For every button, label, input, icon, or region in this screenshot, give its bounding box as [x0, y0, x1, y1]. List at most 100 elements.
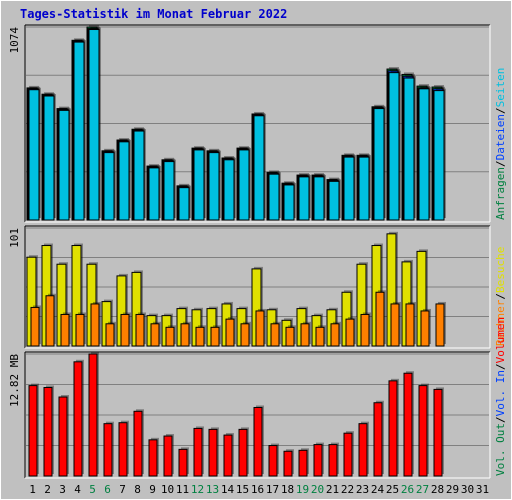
panel-middle-ymax-label: 101: [8, 228, 21, 248]
bar-middle-rechner: [330, 323, 340, 347]
bar-bottom-volumen: [238, 428, 248, 477]
panel-top-legend: Anfragen/Dateien/Seiten: [494, 68, 507, 220]
bar-middle-rechner: [45, 295, 55, 347]
bar-top-seiten: [193, 149, 205, 221]
bar-top-seiten: [298, 176, 310, 221]
bar-middle-rechner: [135, 313, 145, 347]
bar-bottom-volumen: [178, 448, 188, 477]
bar-top-seiten: [313, 176, 325, 221]
x-tick-label: 4: [74, 483, 81, 496]
bar-middle-rechner: [180, 323, 190, 347]
x-tick-label: 19: [296, 483, 309, 496]
bar-bottom-volumen: [283, 450, 293, 477]
legend-entry: Dateien: [494, 114, 507, 160]
bar-bottom-volumen: [133, 410, 143, 477]
legend-entry: /: [494, 107, 507, 114]
x-tick-label: 17: [266, 483, 279, 496]
bar-bottom-volumen: [433, 388, 443, 477]
bar-top-seiten: [388, 72, 400, 221]
bar-middle-rechner: [60, 313, 70, 347]
x-tick-label: 3: [59, 483, 66, 496]
bar-bottom-volumen: [358, 423, 368, 477]
legend-entry: /: [494, 293, 507, 300]
bar-middle-rechner: [255, 310, 265, 347]
x-tick-label: 16: [251, 483, 264, 496]
bar-middle-rechner: [195, 326, 205, 347]
bar-bottom-volumen: [103, 423, 113, 477]
x-tick-label: 31: [476, 483, 489, 496]
panel-bottom-legend: Vol. Out/Vol. In/Volumen: [494, 317, 507, 476]
bar-top-seiten: [28, 89, 40, 221]
bar-bottom-volumen: [148, 439, 158, 477]
x-tick-label: 25: [386, 483, 399, 496]
bar-middle-rechner: [225, 318, 235, 347]
bar-bottom-volumen: [343, 432, 353, 477]
bar-bottom-volumen: [328, 444, 338, 477]
bar-top-seiten: [253, 115, 265, 221]
x-tick-label: 2: [44, 483, 51, 496]
bar-top-seiten: [238, 149, 250, 221]
chart-title: Tages-Statistik im Monat Februar 2022: [20, 7, 288, 21]
x-tick-label: 29: [446, 483, 459, 496]
bar-top-seiten: [343, 156, 355, 221]
x-tick-label: 28: [431, 483, 444, 496]
x-tick-label: 18: [281, 483, 294, 496]
bar-bottom-volumen: [268, 445, 278, 477]
bar-bottom-volumen: [208, 428, 218, 477]
bar-middle-rechner: [165, 326, 175, 347]
bar-bottom-volumen: [253, 406, 263, 477]
x-tick-label: 11: [176, 483, 189, 496]
bar-top-seiten: [148, 167, 160, 221]
bar-middle-rechner: [285, 326, 295, 347]
x-tick-label: 1: [29, 483, 36, 496]
bar-bottom-volumen: [58, 396, 68, 477]
x-tick-label: 13: [206, 483, 219, 496]
legend-entry: /: [494, 363, 507, 370]
bar-middle-rechner: [315, 326, 325, 347]
x-tick-label: 8: [134, 483, 141, 496]
bar-top-seiten: [433, 90, 445, 221]
bar-bottom-volumen: [43, 386, 53, 477]
legend-entry: Vol. In: [494, 370, 507, 416]
bar-bottom-volumen: [418, 385, 428, 477]
x-tick-label: 22: [341, 483, 354, 496]
x-tick-label: 14: [221, 483, 235, 496]
x-tick-label: 30: [461, 483, 474, 496]
bar-bottom-volumen: [73, 361, 83, 477]
bar-middle-rechner: [300, 323, 310, 347]
bar-top-seiten: [58, 109, 70, 221]
bar-bottom-volumen: [223, 434, 233, 477]
bar-top-seiten: [73, 41, 85, 221]
panel-bottom-ymax-label: 12.82 MB: [8, 354, 21, 407]
x-tick-label: 20: [311, 483, 324, 496]
bar-bottom-volumen: [118, 422, 128, 477]
x-tick-label: 24: [371, 483, 385, 496]
bar-top-seiten: [283, 184, 295, 221]
legend-entry: /: [494, 160, 507, 167]
bar-top-seiten: [208, 152, 220, 221]
x-tick-label: 6: [104, 483, 111, 496]
bar-top-seiten: [133, 130, 145, 221]
bar-middle-rechner: [420, 310, 430, 347]
bar-top-seiten: [163, 161, 175, 221]
bar-middle-rechner: [360, 313, 370, 347]
legend-entry: /: [494, 416, 507, 423]
bar-top-seiten: [328, 180, 340, 221]
bar-middle-rechner: [375, 291, 385, 347]
bar-middle-rechner: [270, 323, 280, 347]
bar-top-seiten: [373, 108, 385, 221]
bar-top-seiten: [403, 77, 415, 221]
legend-entry: Vol. Out: [494, 423, 507, 476]
bar-middle-rechner: [150, 323, 160, 347]
bar-middle-rechner: [90, 303, 100, 347]
bar-bottom-volumen: [388, 380, 398, 477]
bar-middle-rechner: [240, 323, 250, 347]
bar-top-seiten: [418, 88, 430, 221]
bar-top-seiten: [103, 152, 115, 221]
bar-middle-rechner: [345, 318, 355, 347]
bar-bottom-volumen: [88, 353, 98, 477]
bar-top-seiten: [118, 141, 130, 221]
bar-middle-rechner: [405, 303, 415, 347]
x-tick-label: 15: [236, 483, 249, 496]
